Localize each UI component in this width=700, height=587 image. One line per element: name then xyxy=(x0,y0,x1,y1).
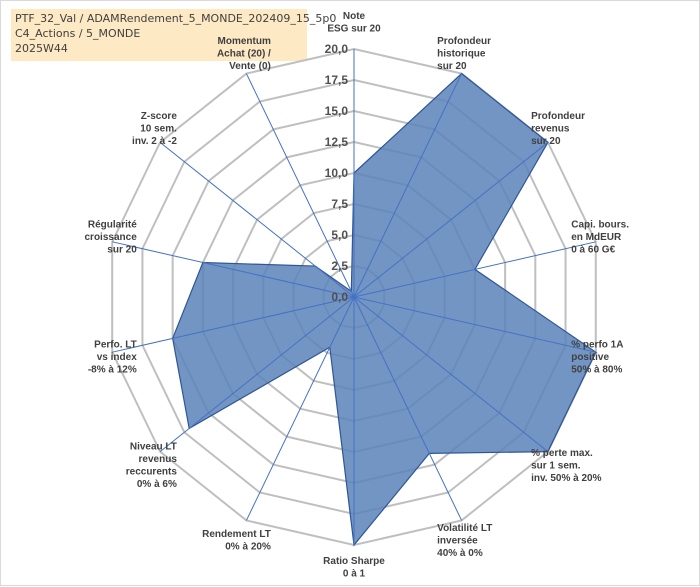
axis-spoke-5 xyxy=(353,296,596,353)
chart-title-box: PTF_32_Val / ADAMRendement_5_MONDE_20240… xyxy=(11,9,337,61)
axis-label-14: Momentum Achat (20) / Vente (0) xyxy=(217,36,271,72)
axis-spoke-6 xyxy=(353,296,549,453)
tick-label: 15,0 xyxy=(325,104,349,118)
axis-label-2: Profondeur historique sur 20 xyxy=(437,36,491,72)
axis-spoke-13 xyxy=(159,141,355,298)
axis-label-11: Perfo. LT vs index -8% à 12% xyxy=(88,340,137,376)
axis-spoke-7 xyxy=(353,296,463,521)
tick-label: 17,5 xyxy=(325,73,349,87)
tick-label: 5,0 xyxy=(331,228,348,242)
axis-spoke-2 xyxy=(353,73,463,298)
tick-label: 2,5 xyxy=(331,259,348,273)
axis-label-1: Note ESG sur 20 xyxy=(327,11,381,35)
tick-label: 0,0 xyxy=(331,290,348,304)
title-line-1: PTF_32_Val / ADAMRendement_5_MONDE_20240… xyxy=(15,12,337,25)
title-line-3: 2025W44 xyxy=(15,42,68,55)
axis-spoke-14 xyxy=(245,73,355,298)
axis-spoke-11 xyxy=(112,296,355,353)
axis-label-8: Ratio Sharpe 0 à 1 xyxy=(323,556,385,580)
tick-label: 20,0 xyxy=(325,42,349,56)
tick-label: 10,0 xyxy=(325,166,349,180)
axis-label-10: Niveau LT revenus reccurents 0% à 6% xyxy=(126,442,178,491)
axis-label-3: Profondeur revenus sur 20 xyxy=(531,111,585,147)
axis-label-7: Volatilité LT inversée 40% à 0% xyxy=(437,523,492,559)
axis-label-12: Régularité croissance sur 20 xyxy=(85,219,138,255)
axis-label-13: Z-score 10 sem. inv. 2 à -2 xyxy=(132,111,177,147)
axis-label-9: Rendement LT 0% à 20% xyxy=(202,529,271,553)
title-line-2: C4_Actions / 5_MONDE xyxy=(15,27,141,40)
axis-label-6: % perte max. sur 1 sem. inv. 50% à 20% xyxy=(531,448,602,484)
axis-spoke-4 xyxy=(353,241,596,298)
axis-spoke-12 xyxy=(112,241,355,298)
axis-spoke-3 xyxy=(353,141,549,298)
axis-spoke-9 xyxy=(245,296,355,521)
axis-spoke-10 xyxy=(159,296,355,453)
tick-label: 12,5 xyxy=(325,135,349,149)
tick-label: 7,5 xyxy=(331,197,348,211)
axis-label-5: % perfo 1A positive 50% à 80% xyxy=(571,340,623,376)
axis-label-4: Capi. bours. en MdEUR 0 à 60 G€ xyxy=(571,219,629,255)
